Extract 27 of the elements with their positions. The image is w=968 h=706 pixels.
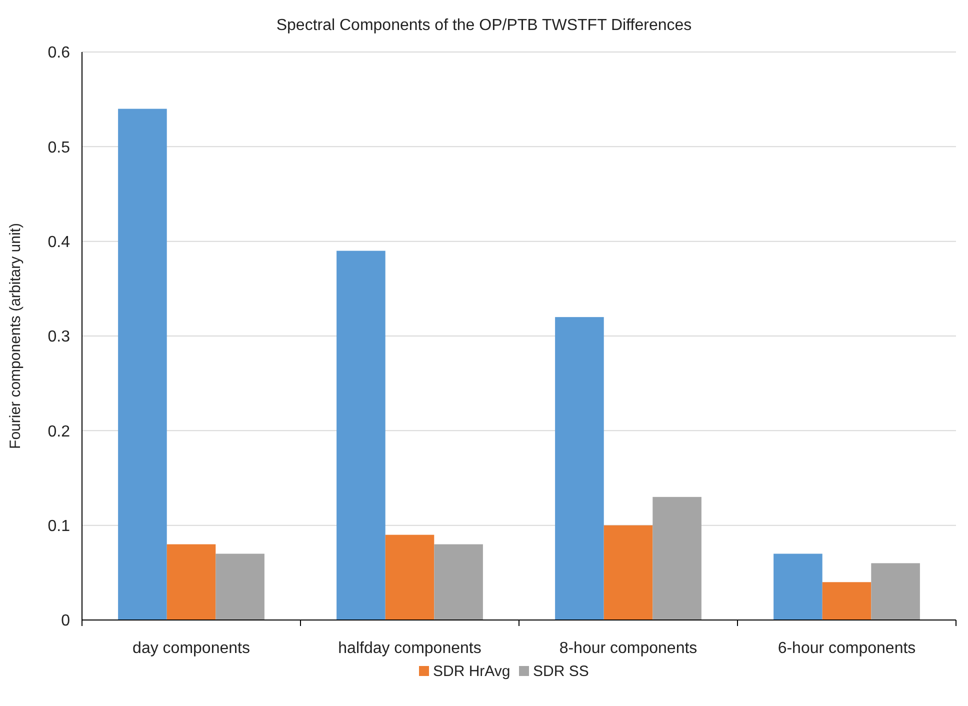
y-tick-label: 0.5 xyxy=(48,139,70,156)
y-tick-label: 0.3 xyxy=(48,328,70,346)
x-tick-label: day components xyxy=(132,640,250,657)
y-tick-label: 0.6 xyxy=(48,44,70,62)
y-tick-label: 0.4 xyxy=(48,234,70,251)
bar xyxy=(336,250,386,620)
x-tick-label: halfday components xyxy=(338,640,482,657)
bar xyxy=(216,554,264,620)
legend-label: SDR HrAvg xyxy=(433,663,510,680)
bar xyxy=(822,582,872,620)
y-tick-label: 0 xyxy=(61,612,70,630)
legend-label: SDR SS xyxy=(533,663,589,680)
bar xyxy=(871,563,920,620)
bar xyxy=(166,544,216,620)
x-tick-label: 6-hour components xyxy=(778,640,916,657)
chart-title: Spectral Components of the OP/PTB TWSTFT Differences xyxy=(276,17,692,34)
bar xyxy=(604,525,653,620)
bar xyxy=(118,108,167,620)
y-tick-label: 0.1 xyxy=(48,518,70,535)
bar xyxy=(555,317,604,620)
y-tick-label: 0.2 xyxy=(48,423,70,440)
bar xyxy=(385,534,434,620)
y-axis-title: Fourier components (arbitary unit) xyxy=(7,223,24,449)
bar xyxy=(774,554,822,620)
bar xyxy=(652,496,702,620)
x-tick-label: 8-hour components xyxy=(559,640,698,657)
bar xyxy=(434,544,483,620)
